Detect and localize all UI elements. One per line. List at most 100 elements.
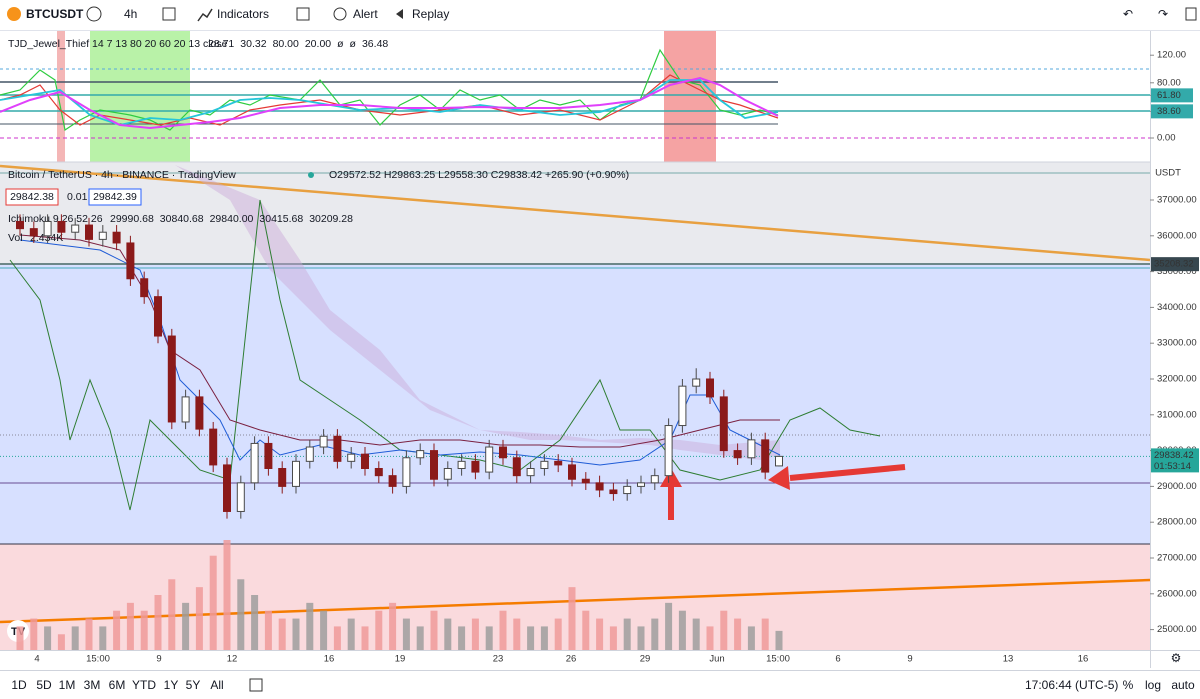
volume-bar [402, 618, 410, 650]
chart-type-icon[interactable] [162, 7, 176, 21]
ask-box[interactable] [88, 188, 142, 206]
candle-body [361, 453, 369, 469]
price-tick-label: 31000.00 [1157, 409, 1197, 420]
time-label: 6 [835, 654, 840, 665]
time-label: Jun [709, 654, 724, 665]
candle-body [374, 468, 383, 477]
log-toggle[interactable]: log [1145, 678, 1161, 692]
time-label: 4 [34, 654, 39, 665]
osc-tick-label: 38.60 [1157, 106, 1181, 117]
volume-bar [747, 626, 755, 650]
range-button[interactable]: YTD [132, 678, 156, 692]
range-button[interactable]: 6M [109, 678, 126, 692]
ichimoku-value: 29990.68 [110, 213, 154, 225]
candle-body [388, 475, 397, 487]
candle-body [402, 457, 411, 487]
interval[interactable]: 4h [124, 7, 137, 21]
osc-tick-label: 61.80 [1157, 90, 1181, 101]
osc-tick-box [1151, 104, 1193, 119]
candle-body [264, 442, 273, 470]
range-button[interactable]: 1Y [164, 678, 179, 692]
range-button[interactable]: 1M [59, 678, 76, 692]
percent-toggle[interactable]: % [1123, 678, 1134, 692]
range-button[interactable]: All [210, 678, 223, 692]
volume-bar [44, 626, 52, 650]
volume-bar [57, 634, 65, 650]
volume-bar [637, 626, 645, 650]
price-tick-label: 37000.00 [1157, 195, 1197, 206]
ichimoku-legend: Ichimoku 9 26 52 26 [8, 213, 103, 225]
range-button[interactable]: 5Y [186, 678, 201, 692]
indicators-button[interactable]: Indicators [217, 7, 269, 21]
price-tick-label: 32000.00 [1157, 374, 1197, 385]
redo-icon[interactable]: ↷ [1158, 7, 1168, 21]
alert-button[interactable]: Alert [353, 7, 378, 21]
volume-label: Vol [8, 232, 23, 244]
candle-body [278, 468, 287, 487]
candle-body [126, 242, 135, 280]
volume-bar [126, 602, 134, 650]
range-button[interactable]: 5D [36, 678, 52, 692]
volume-bar [237, 579, 245, 650]
volume-bar [347, 618, 355, 650]
volume-bar [30, 618, 38, 650]
price-axis-bg [1150, 31, 1200, 650]
volume-bar [527, 626, 535, 650]
volume-bar [554, 618, 562, 650]
settings-icon[interactable]: ⚙ [1171, 651, 1182, 665]
auto-toggle[interactable]: auto [1171, 678, 1195, 692]
range-button[interactable]: 1D [11, 678, 27, 692]
volume-bar [582, 610, 590, 650]
bid-box[interactable] [5, 188, 59, 206]
volume-bar [375, 610, 383, 650]
last-price-box [1151, 448, 1199, 473]
ichimoku-value: 30209.28 [309, 213, 353, 225]
candle-body [16, 220, 24, 230]
volume-bar [361, 626, 369, 650]
annotation-arrow [660, 464, 906, 520]
symbol[interactable]: BTCUSDT [26, 7, 84, 21]
level-label: 35208.32 [1154, 259, 1194, 270]
osc-line [0, 76, 779, 130]
volume-bar [665, 602, 673, 650]
volume-bar [251, 595, 259, 650]
add-icon[interactable] [86, 6, 102, 22]
undo-icon[interactable]: ↶ [1123, 7, 1133, 21]
volume-bar [720, 610, 728, 650]
volume-bar [513, 618, 521, 650]
ichimoku-lagging [9, 199, 881, 511]
volume-bar [333, 626, 341, 650]
volume-bar [609, 626, 617, 650]
candle-body [154, 296, 162, 337]
osc-value: 20.00 [305, 38, 331, 50]
osc-tick-box [1151, 88, 1193, 103]
time-label: 15:00 [86, 654, 110, 665]
volume-bar [692, 618, 700, 650]
toolbar-bg [0, 0, 1200, 30]
volume-bar [734, 618, 742, 650]
zone [90, 31, 190, 162]
candle-body [747, 439, 756, 459]
zone [57, 31, 65, 162]
date-range-icon[interactable] [249, 678, 263, 692]
range-button[interactable]: 3M [84, 678, 101, 692]
alert-icon [333, 7, 347, 21]
level-box [1151, 257, 1199, 272]
price-tick-label: 36000.00 [1157, 230, 1197, 241]
candle-body [223, 464, 231, 512]
time-label: 29 [640, 654, 651, 665]
volume-bar [71, 626, 79, 650]
replay-button[interactable]: Replay [412, 7, 449, 21]
fullscreen-icon[interactable] [1185, 7, 1197, 21]
candle-body [733, 450, 742, 459]
volume-bar [416, 626, 424, 650]
bid: 29842.38 [10, 191, 54, 203]
candle-body [609, 489, 618, 495]
osc-value: ø [337, 38, 344, 50]
volume-bar [775, 630, 783, 650]
spread: 0.01 [67, 191, 88, 203]
candle-body [112, 231, 121, 244]
layout-icon[interactable] [296, 7, 310, 21]
candle-body [140, 278, 149, 298]
time-label: 13 [1003, 654, 1014, 665]
